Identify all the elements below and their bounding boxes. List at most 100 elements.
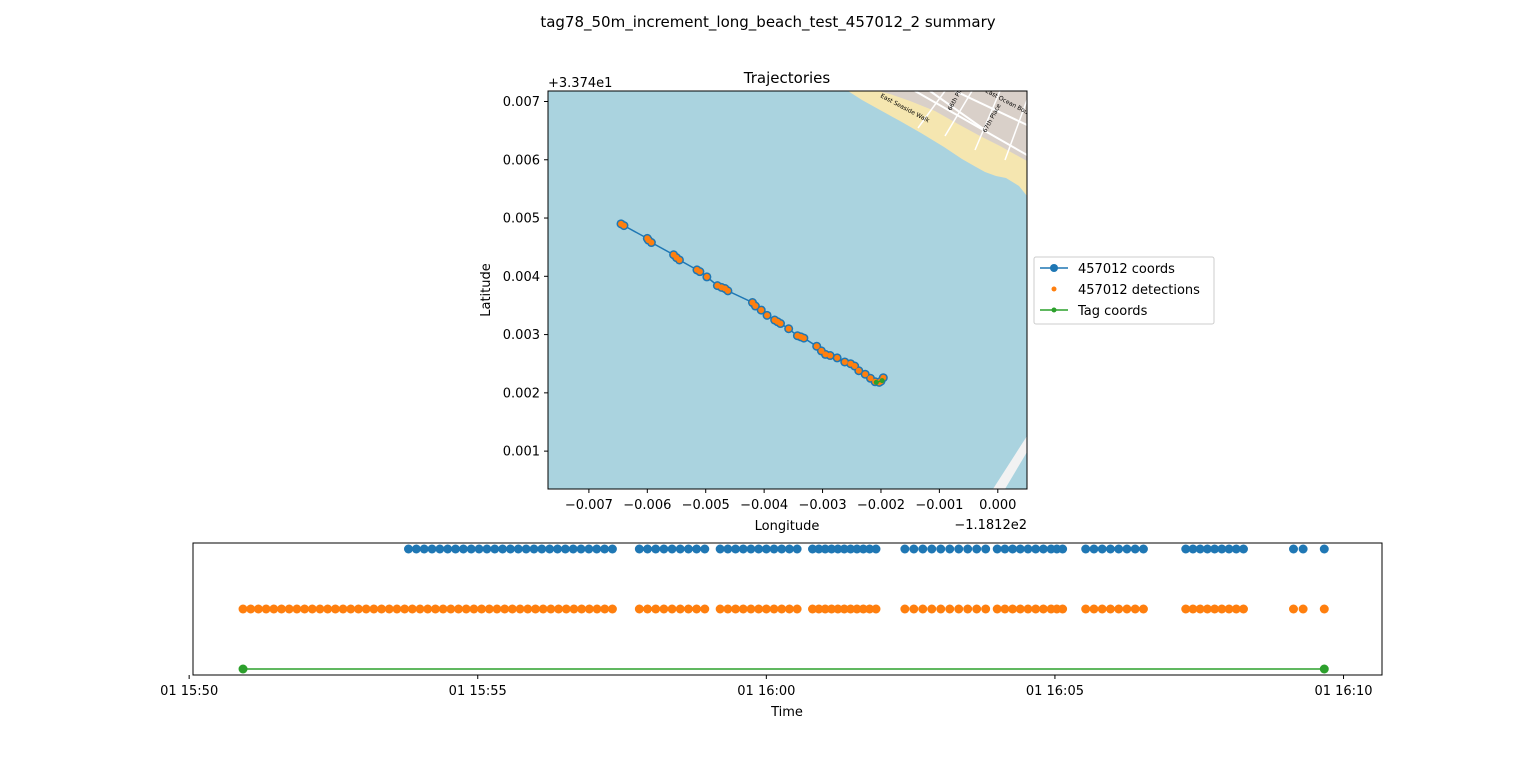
time-point (284, 604, 294, 614)
time-point (537, 544, 547, 554)
detection-point (648, 239, 655, 246)
x-tick-label: −0.006 (623, 498, 671, 513)
detection-point (764, 312, 771, 319)
time-point (945, 604, 955, 614)
time-point (954, 604, 964, 614)
legend-box (1033, 256, 1215, 325)
time-point (1217, 544, 1227, 554)
x-tick-label: −0.005 (682, 498, 730, 513)
time-point (607, 604, 617, 614)
time-point (865, 604, 875, 614)
time-point (1023, 604, 1033, 614)
time-point (469, 604, 479, 614)
detection-point (827, 352, 834, 359)
detection-point (813, 343, 820, 350)
time-point (521, 544, 531, 554)
time-point (1000, 604, 1010, 614)
time-point (769, 544, 779, 554)
time-point (1038, 544, 1048, 554)
time-point (400, 604, 410, 614)
time-point (715, 604, 725, 614)
time-point (1224, 604, 1234, 614)
time-point (454, 604, 464, 614)
time-point (792, 604, 802, 614)
detection-point (752, 303, 759, 310)
x-tick-label: 0.000 (979, 498, 1016, 513)
time-point (261, 604, 271, 614)
time-point (523, 604, 533, 614)
time-point (458, 544, 468, 554)
time-point (1319, 664, 1329, 674)
legend-detections-marker (1051, 286, 1057, 292)
time-point (675, 604, 685, 614)
time-point (1181, 544, 1191, 554)
time-point (918, 544, 928, 554)
time-point (761, 544, 771, 554)
trajectories-frame (547, 90, 1028, 490)
time-point (820, 544, 830, 554)
trajectories-panel: Trajectories +3.374e1 −1.1812e2 East Sea… (479, 69, 1028, 534)
x-tick-label: −0.002 (857, 498, 905, 513)
time-point (569, 604, 579, 614)
time-point (415, 604, 425, 614)
time-tick-label: 01 15:55 (449, 684, 507, 699)
time-point (246, 604, 256, 614)
time-point (1105, 544, 1115, 554)
time-point (384, 604, 394, 614)
time-point (651, 604, 661, 614)
time-point (1138, 604, 1148, 614)
time-point (584, 544, 594, 554)
time-point (808, 604, 818, 614)
time-point (530, 604, 540, 614)
time-point (500, 604, 510, 614)
time-point (438, 604, 448, 614)
time-point (561, 604, 571, 614)
time-point (738, 604, 748, 614)
time-point (353, 604, 363, 614)
time-point (858, 604, 868, 614)
time-point (777, 604, 787, 614)
time-point (1288, 604, 1298, 614)
time-point (683, 544, 693, 554)
detection-point (758, 307, 765, 314)
time-point (1231, 544, 1241, 554)
time-point (927, 604, 937, 614)
time-tick-label: 01 16:05 (1026, 684, 1084, 699)
time-point (1023, 544, 1033, 554)
time-point (700, 544, 710, 554)
time-point (505, 544, 515, 554)
time-point (377, 604, 387, 614)
trajectory-marks (616, 219, 888, 387)
time-point (435, 544, 445, 554)
time-point (659, 544, 669, 554)
time-point (538, 604, 548, 614)
time-point (482, 544, 492, 554)
time-point (430, 604, 440, 614)
time-point (1089, 544, 1099, 554)
time-point (584, 604, 594, 614)
time-point (423, 604, 433, 614)
detection-point (822, 351, 829, 358)
detection-point (620, 222, 627, 229)
time-point (675, 544, 685, 554)
legend-tag-label: Tag coords (1077, 304, 1148, 319)
time-point (769, 604, 779, 614)
time-point (1038, 604, 1048, 614)
time-point (1008, 544, 1018, 554)
time-point (731, 544, 741, 554)
map-street (917, 91, 946, 129)
map-street (954, 91, 1027, 126)
time-point (746, 604, 756, 614)
time-point (731, 604, 741, 614)
map-street (974, 91, 1001, 151)
time-point (1231, 604, 1241, 614)
legend-coords-marker (1050, 264, 1058, 272)
time-point (338, 604, 348, 614)
time-point (754, 544, 764, 554)
time-point (307, 604, 317, 614)
time-point (963, 544, 973, 554)
detection-point (777, 320, 784, 327)
figure-suptitle: tag78_50m_increment_long_beach_test_4570… (540, 13, 995, 32)
x-axis-label: Longitude (755, 519, 820, 534)
